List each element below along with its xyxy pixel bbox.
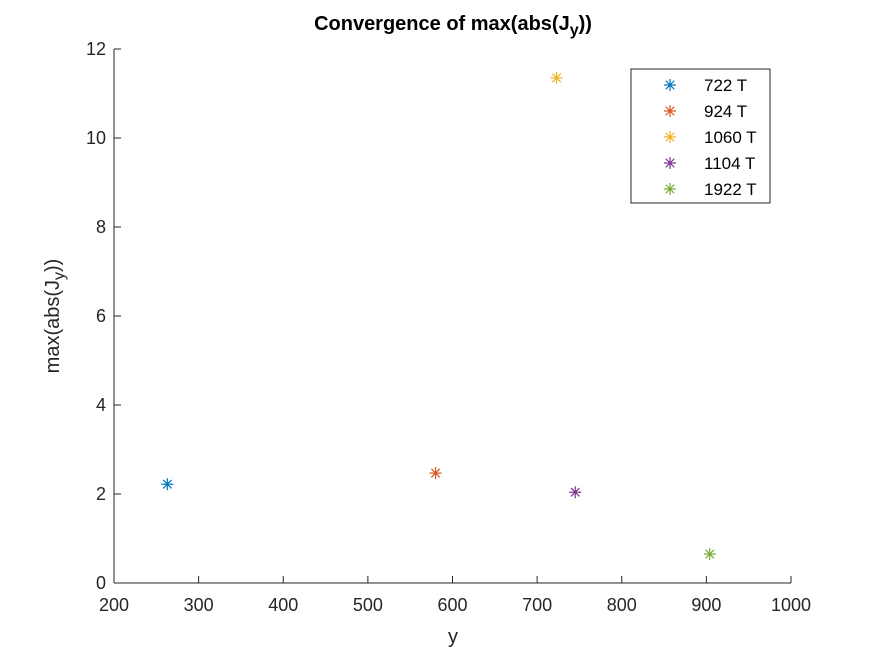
x-tick-label: 400 [268, 595, 298, 615]
legend-item: 1922 T [664, 180, 757, 199]
legend-marker [664, 157, 676, 169]
x-tick-label: 800 [607, 595, 637, 615]
y-tick-label: 10 [86, 128, 106, 148]
x-tick-label: 700 [522, 595, 552, 615]
y-tick-label: 2 [96, 484, 106, 504]
data-point [161, 478, 174, 491]
legend: 722 T 924 T 1060 T 1104 T 1922 T [630, 68, 771, 204]
y-axis-ticks: 0 2 4 6 8 10 12 [86, 39, 121, 593]
x-axis-ticks: 200 300 400 500 600 700 800 900 1000 [99, 576, 811, 615]
chart-title-subscript: y [570, 22, 579, 39]
legend-marker [664, 79, 676, 91]
chart-title-main: Convergence of max(abs(J [314, 13, 570, 35]
data-point [703, 548, 716, 561]
y-tick-label: 12 [86, 39, 106, 59]
data-point [429, 467, 442, 480]
legend-items: 722 T 924 T 1060 T 1104 T 1922 T [664, 76, 757, 199]
y-tick-label: 6 [96, 306, 106, 326]
y-axis-label: max(abs(Jy)) [42, 259, 68, 374]
x-tick-label: 500 [353, 595, 383, 615]
chart-title: Convergence of max(abs(Jy)) [314, 13, 592, 39]
legend-item: 722 T [664, 76, 747, 95]
y-axis-label-main: max(abs(J [42, 280, 64, 373]
data-point [550, 71, 563, 84]
legend-marker [664, 105, 676, 117]
legend-label: 924 T [704, 102, 747, 121]
data-points [161, 71, 716, 561]
legend-item: 1104 T [664, 154, 755, 173]
x-tick-label: 1000 [771, 595, 811, 615]
y-tick-label: 0 [96, 573, 106, 593]
chart-title-tail: )) [579, 13, 592, 35]
legend-label: 722 T [704, 76, 747, 95]
y-axis-label-subscript: y [51, 272, 68, 280]
legend-label: 1060 T [704, 128, 757, 147]
legend-marker [664, 131, 676, 143]
legend-item: 924 T [664, 102, 747, 121]
x-tick-label: 300 [184, 595, 214, 615]
legend-marker [664, 183, 676, 195]
legend-item: 1060 T [664, 128, 757, 147]
x-axis-label: y [448, 626, 458, 648]
legend-label: 1922 T [704, 180, 757, 199]
y-axis-label-tail: )) [42, 259, 64, 272]
legend-box [630, 68, 771, 204]
y-tick-label: 4 [96, 395, 106, 415]
x-tick-label: 200 [99, 595, 129, 615]
x-tick-label: 900 [691, 595, 721, 615]
data-point [569, 486, 582, 499]
legend-label: 1104 T [704, 154, 755, 173]
y-tick-label: 8 [96, 217, 106, 237]
x-tick-label: 600 [437, 595, 467, 615]
